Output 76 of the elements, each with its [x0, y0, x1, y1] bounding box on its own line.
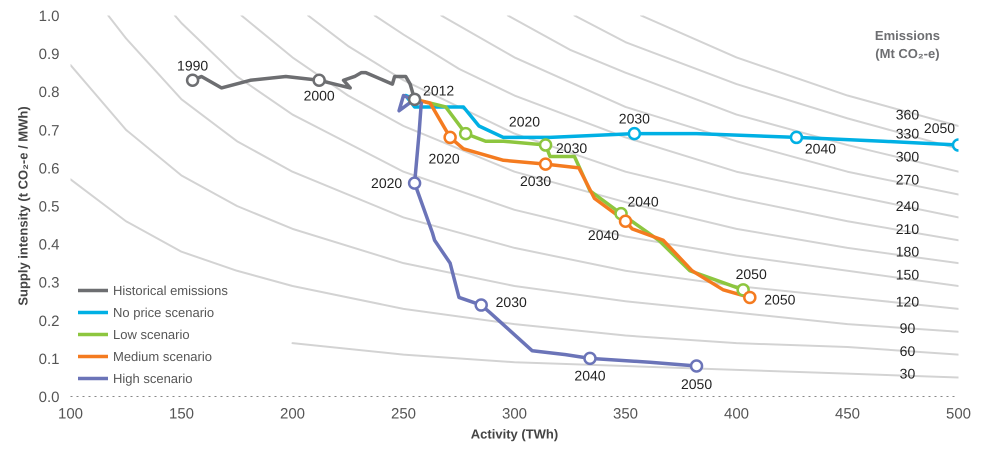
x-axis-title: Activity (TWh): [470, 426, 558, 442]
annotation: 300: [896, 148, 920, 164]
y-tick-label: 0.7: [38, 122, 60, 140]
annotation: 2030: [496, 294, 527, 310]
annotation: 60: [900, 342, 916, 359]
legend-label: High scenario: [113, 370, 192, 386]
legend-label: Low scenario: [113, 326, 190, 342]
x-tick-label: 400: [724, 406, 750, 422]
annotation: 330: [896, 126, 920, 142]
y-tick-label: 1.0: [38, 8, 60, 25]
x-tick-label: 450: [834, 406, 860, 422]
annotation: 2000: [304, 87, 335, 104]
annotation: 2050: [680, 376, 712, 392]
annotation: 240: [896, 198, 920, 214]
annotation: 2040: [588, 227, 620, 244]
point: [790, 130, 804, 144]
line-series: [240, 16, 958, 264]
annotation: 2040: [627, 194, 659, 210]
x-tick-label: 500: [946, 406, 972, 422]
annotation: 2030: [556, 140, 588, 156]
annotation: 2030: [520, 173, 552, 190]
point: [743, 290, 757, 304]
annotation: 2020: [508, 113, 540, 130]
annotation: 2030: [618, 110, 650, 127]
annotation: 2040: [804, 140, 836, 156]
annotation: 1990: [177, 57, 208, 74]
annotation: 2040: [574, 367, 606, 384]
point: [408, 176, 422, 190]
x-tick-label: 150: [168, 406, 194, 422]
annotation: 120: [896, 293, 920, 310]
point: [408, 92, 422, 106]
x-tick-label: 350: [612, 406, 638, 422]
legend-label: Historical emissions: [113, 282, 228, 298]
y-tick-label: 0.4: [38, 236, 60, 254]
legend-label: Medium scenario: [113, 348, 212, 364]
annotation: 150: [896, 266, 920, 283]
x-tick-label: 250: [390, 406, 416, 422]
y-tick-label: 0.9: [38, 46, 60, 64]
y-tick-label: 0.0: [38, 389, 60, 406]
point: [618, 214, 632, 228]
point: [458, 126, 472, 140]
y-axis-title: Supply intensity (t CO₂-e / MWh): [16, 106, 31, 306]
x-tick-label: 300: [502, 406, 528, 422]
line-series: [374, 16, 958, 218]
annotation: 2050: [764, 291, 796, 308]
annotation: 2020: [428, 150, 460, 166]
annotation: 2012: [423, 82, 454, 98]
annotation: 360: [896, 106, 920, 123]
line-series: [506, 16, 958, 173]
legend-label: No price scenario: [113, 304, 214, 320]
y-tick-label: 0.6: [38, 160, 60, 178]
x-tick-label: 100: [58, 406, 84, 422]
annotation: 210: [896, 220, 920, 237]
y-tick-label: 0.1: [38, 350, 60, 368]
annotation: 2020: [371, 175, 402, 192]
point: [628, 126, 642, 140]
annotation: Emissions (Mt CO₂-e): [874, 28, 940, 62]
y-tick-label: 0.5: [38, 198, 60, 216]
annotation: 30: [900, 366, 916, 382]
point: [443, 130, 457, 144]
annotation: 2050: [924, 120, 956, 136]
y-tick-label: 0.8: [38, 84, 60, 102]
x-tick-label: 200: [280, 406, 306, 422]
annotation: 270: [896, 171, 920, 188]
annotation: 90: [900, 320, 916, 336]
annotation: 180: [896, 244, 920, 260]
point: [690, 359, 704, 373]
point: [538, 138, 552, 152]
y-tick-label: 0.2: [38, 312, 60, 330]
annotation: 2050: [736, 266, 767, 282]
point: [474, 298, 488, 312]
point: [186, 74, 200, 88]
point: [583, 352, 597, 366]
point: [538, 157, 552, 171]
point: [312, 74, 326, 88]
y-tick-label: 0.3: [38, 274, 60, 292]
